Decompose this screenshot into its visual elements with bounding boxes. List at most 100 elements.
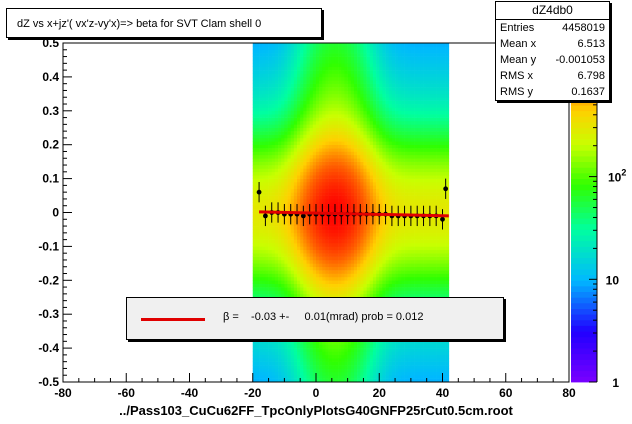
heatmap-cell [268, 154, 273, 159]
heatmap-cell [281, 215, 285, 220]
heatmap-cell [382, 97, 386, 101]
heatmap-cell [379, 375, 383, 379]
heatmap-cell [401, 205, 405, 210]
heatmap-cell [366, 215, 371, 220]
heatmap-cell [369, 107, 374, 112]
heatmap-cell [344, 137, 348, 142]
heatmap-cell [325, 283, 329, 288]
heatmap-cell [252, 226, 257, 230]
heatmap-cell [328, 185, 333, 190]
heatmap-cell [271, 97, 276, 101]
heatmap-cell [262, 270, 266, 274]
heatmap-cell [331, 168, 336, 173]
heatmap-cell [404, 134, 409, 139]
heatmap-cell [331, 266, 336, 271]
heatmap-cell [293, 287, 298, 291]
heatmap-cell [379, 154, 383, 159]
heatmap-cell [360, 195, 364, 200]
heatmap-cell [274, 215, 279, 220]
heatmap-cell [255, 195, 260, 200]
heatmap-cell [284, 236, 288, 240]
heatmap-cell [338, 107, 342, 112]
heatmap-cell [319, 127, 323, 132]
heatmap-cell [382, 348, 386, 352]
heatmap-cell [407, 175, 412, 179]
heatmap-cell [391, 344, 396, 349]
heatmap-cell [290, 192, 295, 196]
heatmap-cell [360, 365, 364, 369]
heatmap-cell [341, 131, 345, 135]
heatmap-cell [379, 185, 383, 190]
heatmap-cell [341, 287, 345, 291]
heatmap-cell [404, 43, 409, 47]
heatmap-cell [350, 198, 355, 203]
heatmap-cell [309, 185, 314, 190]
heatmap-cell [300, 76, 304, 81]
heatmap-cell [350, 219, 355, 223]
heatmap-cell [331, 341, 336, 346]
heatmap-cell [350, 341, 355, 346]
heatmap-cell [331, 181, 336, 186]
heatmap-cell [316, 192, 320, 196]
heatmap-cell [350, 49, 355, 54]
heatmap-cell [325, 90, 329, 95]
heatmap-cell [360, 344, 364, 349]
heatmap-cell [309, 263, 314, 268]
heatmap-cell [401, 93, 405, 98]
heatmap-cell [252, 368, 257, 373]
heatmap-cell [382, 80, 386, 84]
heatmap-cell [262, 87, 266, 91]
heatmap-cell [271, 124, 276, 129]
heatmap-cell [303, 202, 307, 207]
heatmap-cell [293, 341, 298, 346]
heatmap-cell [290, 195, 295, 200]
heatmap-cell [259, 70, 263, 74]
heatmap-cell [255, 175, 260, 179]
heatmap-cell [271, 226, 276, 230]
heatmap-cell [357, 148, 361, 152]
heatmap-cell [382, 249, 386, 254]
heatmap-cell [271, 198, 276, 203]
heatmap-cell [353, 276, 358, 281]
heatmap-cell [265, 202, 269, 207]
heatmap-cell [252, 198, 257, 203]
heatmap-cell [350, 290, 355, 295]
heatmap-cell [398, 131, 402, 135]
heatmap-cell [366, 259, 371, 264]
heatmap-cell [274, 107, 279, 112]
heatmap-cell [334, 154, 339, 159]
heatmap-cell [401, 243, 405, 247]
heatmap-cell [391, 378, 396, 383]
heatmap-cell [404, 263, 409, 268]
heatmap-cell [268, 70, 273, 74]
heatmap-cell [407, 236, 412, 240]
heatmap-cell [259, 358, 263, 362]
heatmap-cell [338, 104, 342, 108]
heatmap-cell [309, 178, 314, 183]
heatmap-cell [376, 110, 380, 115]
heatmap-cell [350, 280, 355, 284]
heatmap-cell [360, 114, 364, 118]
heatmap-cell [388, 80, 393, 84]
heatmap-cell [287, 253, 291, 257]
heatmap-cell [265, 175, 269, 179]
heatmap-cell [265, 266, 269, 271]
heatmap-cell [334, 148, 339, 152]
heatmap-cell [388, 205, 393, 210]
heatmap-cell [366, 134, 371, 139]
heatmap-cell [303, 192, 307, 196]
heatmap-cell [407, 131, 412, 135]
heatmap-cell [379, 165, 383, 169]
heatmap-cell [319, 256, 323, 261]
heatmap-cell [281, 287, 285, 291]
heatmap-cell [388, 198, 393, 203]
heatmap-cell [325, 361, 329, 366]
heatmap-cell [290, 97, 295, 101]
heatmap-cell [382, 232, 386, 237]
heatmap-cell [290, 287, 295, 291]
heatmap-cell [306, 344, 310, 349]
heatmap-cell [388, 195, 393, 200]
heatmap-cell [391, 161, 396, 166]
heatmap-cell [316, 236, 320, 240]
heatmap-cell [262, 358, 266, 362]
